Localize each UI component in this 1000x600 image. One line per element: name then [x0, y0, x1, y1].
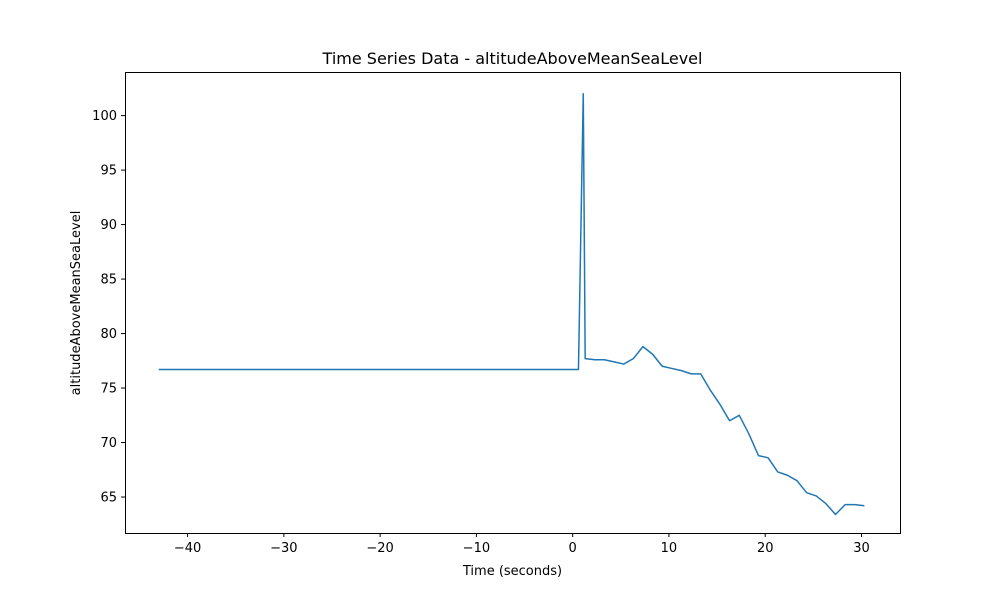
x-axis-label: Time (seconds) — [462, 564, 562, 579]
x-tick-label: −20 — [366, 541, 393, 556]
y-tick-label: 95 — [100, 164, 117, 179]
x-tick-label: −30 — [270, 541, 297, 556]
y-tick-label: 80 — [100, 327, 117, 342]
y-tick-label: 100 — [92, 109, 117, 124]
x-tick-label: 30 — [853, 541, 870, 556]
axes-frame — [125, 72, 901, 534]
y-tick-label: 85 — [100, 273, 117, 288]
axis-ticks: −40 −30 −20 −10 0 10 20 30 65 70 75 80 85 90 95 100 — [92, 109, 870, 556]
chart-title: Time Series Data - altitudeAboveMeanSeaL… — [322, 49, 703, 68]
x-tick-label: −40 — [174, 541, 201, 556]
x-tick-label: 0 — [569, 541, 577, 556]
x-tick-label: 10 — [661, 541, 678, 556]
plot-area — [158, 93, 865, 516]
x-tick-label: 20 — [757, 541, 774, 556]
series-line-0 — [158, 93, 865, 516]
x-tick-label: −10 — [463, 541, 490, 556]
y-tick-label: 65 — [100, 491, 117, 506]
y-tick-label: 90 — [100, 218, 117, 233]
y-tick-label: 70 — [100, 436, 117, 451]
y-tick-label: 75 — [100, 382, 117, 397]
y-axis-label: altitudeAboveMeanSeaLevel — [69, 211, 84, 396]
